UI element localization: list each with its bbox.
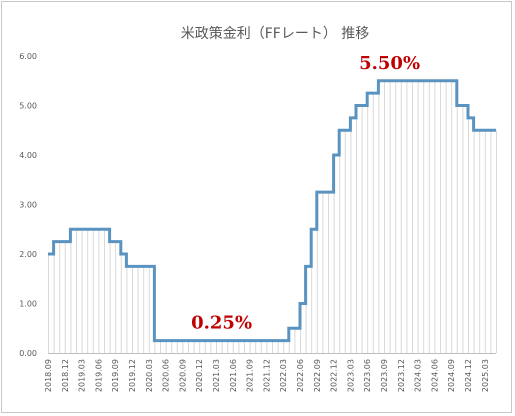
x-tick-label: 2020.03	[145, 359, 154, 392]
x-tick-label: 2023.12	[397, 359, 406, 392]
drop-lines	[48, 80, 497, 353]
x-tick-label: 2021.09	[246, 359, 255, 392]
y-tick-label: 6.00	[19, 52, 37, 61]
x-tick-label: 2020.06	[162, 359, 171, 392]
x-tick-label: 2024.09	[447, 359, 456, 392]
x-tick-label: 2023.09	[380, 359, 389, 392]
annotations: 0.25% 5.50%	[191, 53, 420, 334]
y-tick-label: 0.00	[19, 349, 37, 358]
x-tick-label: 2024.12	[464, 359, 473, 392]
x-tick-labels: 2018.09 2018.12 2019.03 2019.06 2019.09 2019.…	[44, 359, 490, 392]
y-tick-label: 5.00	[19, 102, 37, 111]
y-tick-label: 2.00	[19, 250, 37, 259]
x-tick-label: 2021.12	[262, 359, 271, 392]
x-tick-label: 2019.06	[94, 359, 103, 392]
x-tick-label: 2019.12	[128, 359, 137, 392]
annotation-label: 0.25%	[191, 313, 252, 334]
x-tick-label: 2019.03	[78, 359, 87, 392]
x-tick-label: 2018.09	[44, 359, 53, 392]
x-tick-label: 2022.03	[279, 359, 288, 392]
x-tick-label: 2020.12	[195, 359, 204, 392]
x-tick-label: 2023.03	[346, 359, 355, 392]
x-tick-label: 2025.03	[481, 359, 490, 392]
x-tick-label: 2018.12	[61, 359, 70, 392]
x-tick-label: 2022.12	[330, 359, 339, 392]
y-tick-label: 4.00	[19, 151, 37, 160]
y-tick-label: 1.00	[19, 300, 37, 309]
x-tick-label: 2019.09	[111, 359, 120, 392]
y-tick-label: 3.00	[19, 201, 37, 210]
ff-rate-series-line	[48, 79, 496, 343]
x-tick-label: 2024.03	[414, 359, 423, 392]
x-tick-label: 2021.03	[212, 359, 221, 392]
chart-title: 米政策金利（FFレート） 推移	[181, 25, 370, 42]
x-tick-label: 2024.06	[430, 359, 439, 392]
x-tick-label: 2021.06	[229, 359, 238, 392]
x-tick-label: 2022.09	[313, 359, 322, 392]
x-tick-label: 2020.09	[178, 359, 187, 392]
y-tick-labels: 0.00 1.00 2.00 3.00 4.00 5.00 6.00	[19, 52, 37, 358]
x-tick-label: 2022.06	[296, 359, 305, 392]
annotation-label: 5.50%	[359, 53, 420, 74]
x-tick-label: 2023.06	[363, 359, 372, 392]
